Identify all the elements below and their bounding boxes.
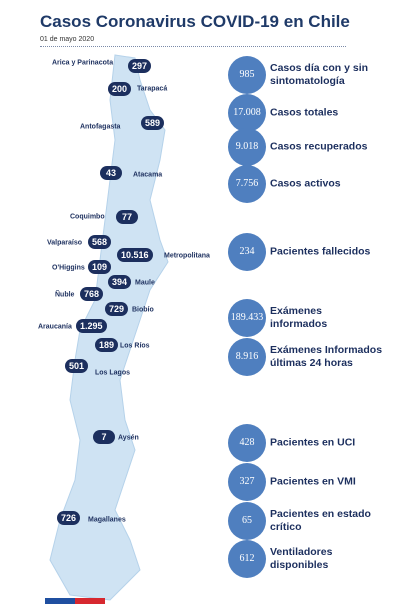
flag-red <box>75 598 105 604</box>
stat-circle: 9.018 <box>228 128 266 166</box>
divider <box>40 46 346 47</box>
stat-label: Exámenes Informados últimas 24 horas <box>270 344 383 369</box>
stat-circle: 8.916 <box>228 338 266 376</box>
stat-circle: 65 <box>228 502 266 540</box>
region-name: Coquimbo <box>70 213 105 221</box>
region-name: Metropolitana <box>164 252 210 260</box>
region-cases: 109 <box>88 260 112 274</box>
region-cases: 43 <box>100 166 122 180</box>
stat-label: Casos totales <box>270 106 339 119</box>
region-name: Tarapacá <box>137 85 168 93</box>
region-cases: 394 <box>108 275 132 289</box>
region-name: Los Lagos <box>95 369 131 377</box>
stat-circle: 612 <box>228 540 266 578</box>
region-cases: 7 <box>93 430 115 444</box>
stat-label: Ventiladores disponibles <box>270 546 333 571</box>
region-name: Magallanes <box>88 516 126 524</box>
region-name: Arica y Parinacota <box>52 59 114 67</box>
stat-label: Pacientes en estado crítico <box>270 508 371 533</box>
region-cases: 589 <box>141 116 165 130</box>
region-cases: 297 <box>128 59 152 73</box>
stat-label: Casos día con y sin sintomatología <box>270 62 369 87</box>
region-cases: 568 <box>88 235 112 249</box>
region-name: Ñuble <box>55 291 75 299</box>
region-name: Antofagasta <box>80 123 121 131</box>
region-cases: 768 <box>80 287 104 301</box>
stat-label: Pacientes fallecidos <box>270 245 371 258</box>
region-cases: 77 <box>116 210 138 224</box>
stat-label: Casos activos <box>270 177 341 190</box>
stat-circle: 17.008 <box>228 94 266 132</box>
region-cases: 189 <box>95 338 119 352</box>
region-cases: 200 <box>108 82 132 96</box>
region-cases: 726 <box>57 511 81 525</box>
stat-circle: 985 <box>228 56 266 94</box>
region-name: Maule <box>135 279 155 287</box>
region-name: Valparaíso <box>47 239 83 247</box>
region-cases: 729 <box>105 302 129 316</box>
stat-label: Casos recuperados <box>270 140 368 153</box>
stat-circle: 7.756 <box>228 165 266 203</box>
stat-label: Pacientes en UCI <box>270 436 356 449</box>
region-name: Aysén <box>118 434 139 442</box>
stat-circle: 189.433 <box>228 299 266 337</box>
region-name: Biobío <box>132 306 154 314</box>
region-name: O'Higgins <box>52 264 85 272</box>
stat-label: Pacientes en VMI <box>270 475 356 488</box>
date: 01 de mayo 2020 <box>40 36 95 43</box>
region-cases: 10.516 <box>117 248 153 262</box>
region-name: Los Ríos <box>120 342 150 350</box>
title: Casos Coronavirus COVID-19 en Chile <box>40 12 350 31</box>
flag-blue <box>45 598 75 604</box>
region-cases: 501 <box>65 359 89 373</box>
chile-shape <box>49 54 169 601</box>
stat-circle: 327 <box>228 463 266 501</box>
stat-label: Exámenes informados <box>270 305 328 330</box>
region-name: Atacama <box>133 171 163 179</box>
region-cases: 1.295 <box>76 319 107 333</box>
stat-circle: 234 <box>228 233 266 271</box>
stat-circle: 428 <box>228 424 266 462</box>
region-name: Araucanía <box>38 323 72 331</box>
